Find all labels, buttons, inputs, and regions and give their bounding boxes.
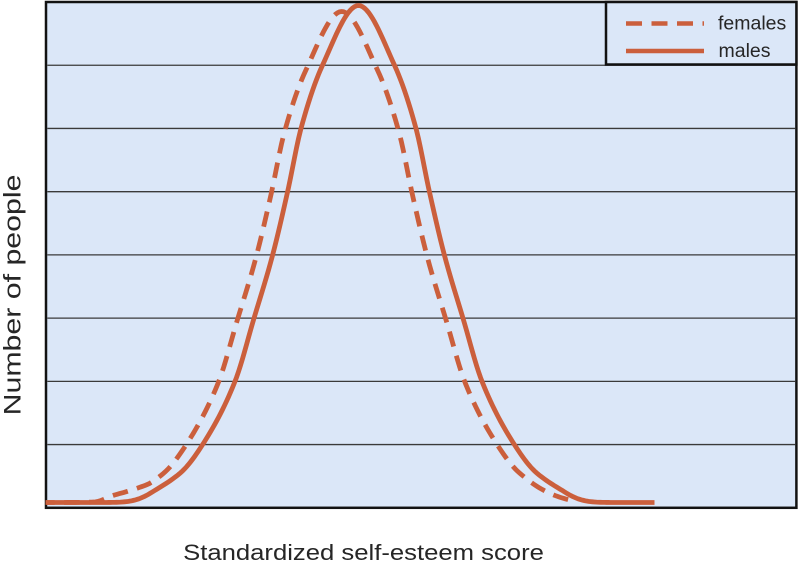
svg-text:Number of people: Number of people (0, 175, 26, 416)
svg-text:Standardized self-esteem score: Standardized self-esteem score (183, 541, 544, 566)
svg-text:females: females (718, 13, 787, 35)
svg-text:males: males (719, 40, 771, 62)
